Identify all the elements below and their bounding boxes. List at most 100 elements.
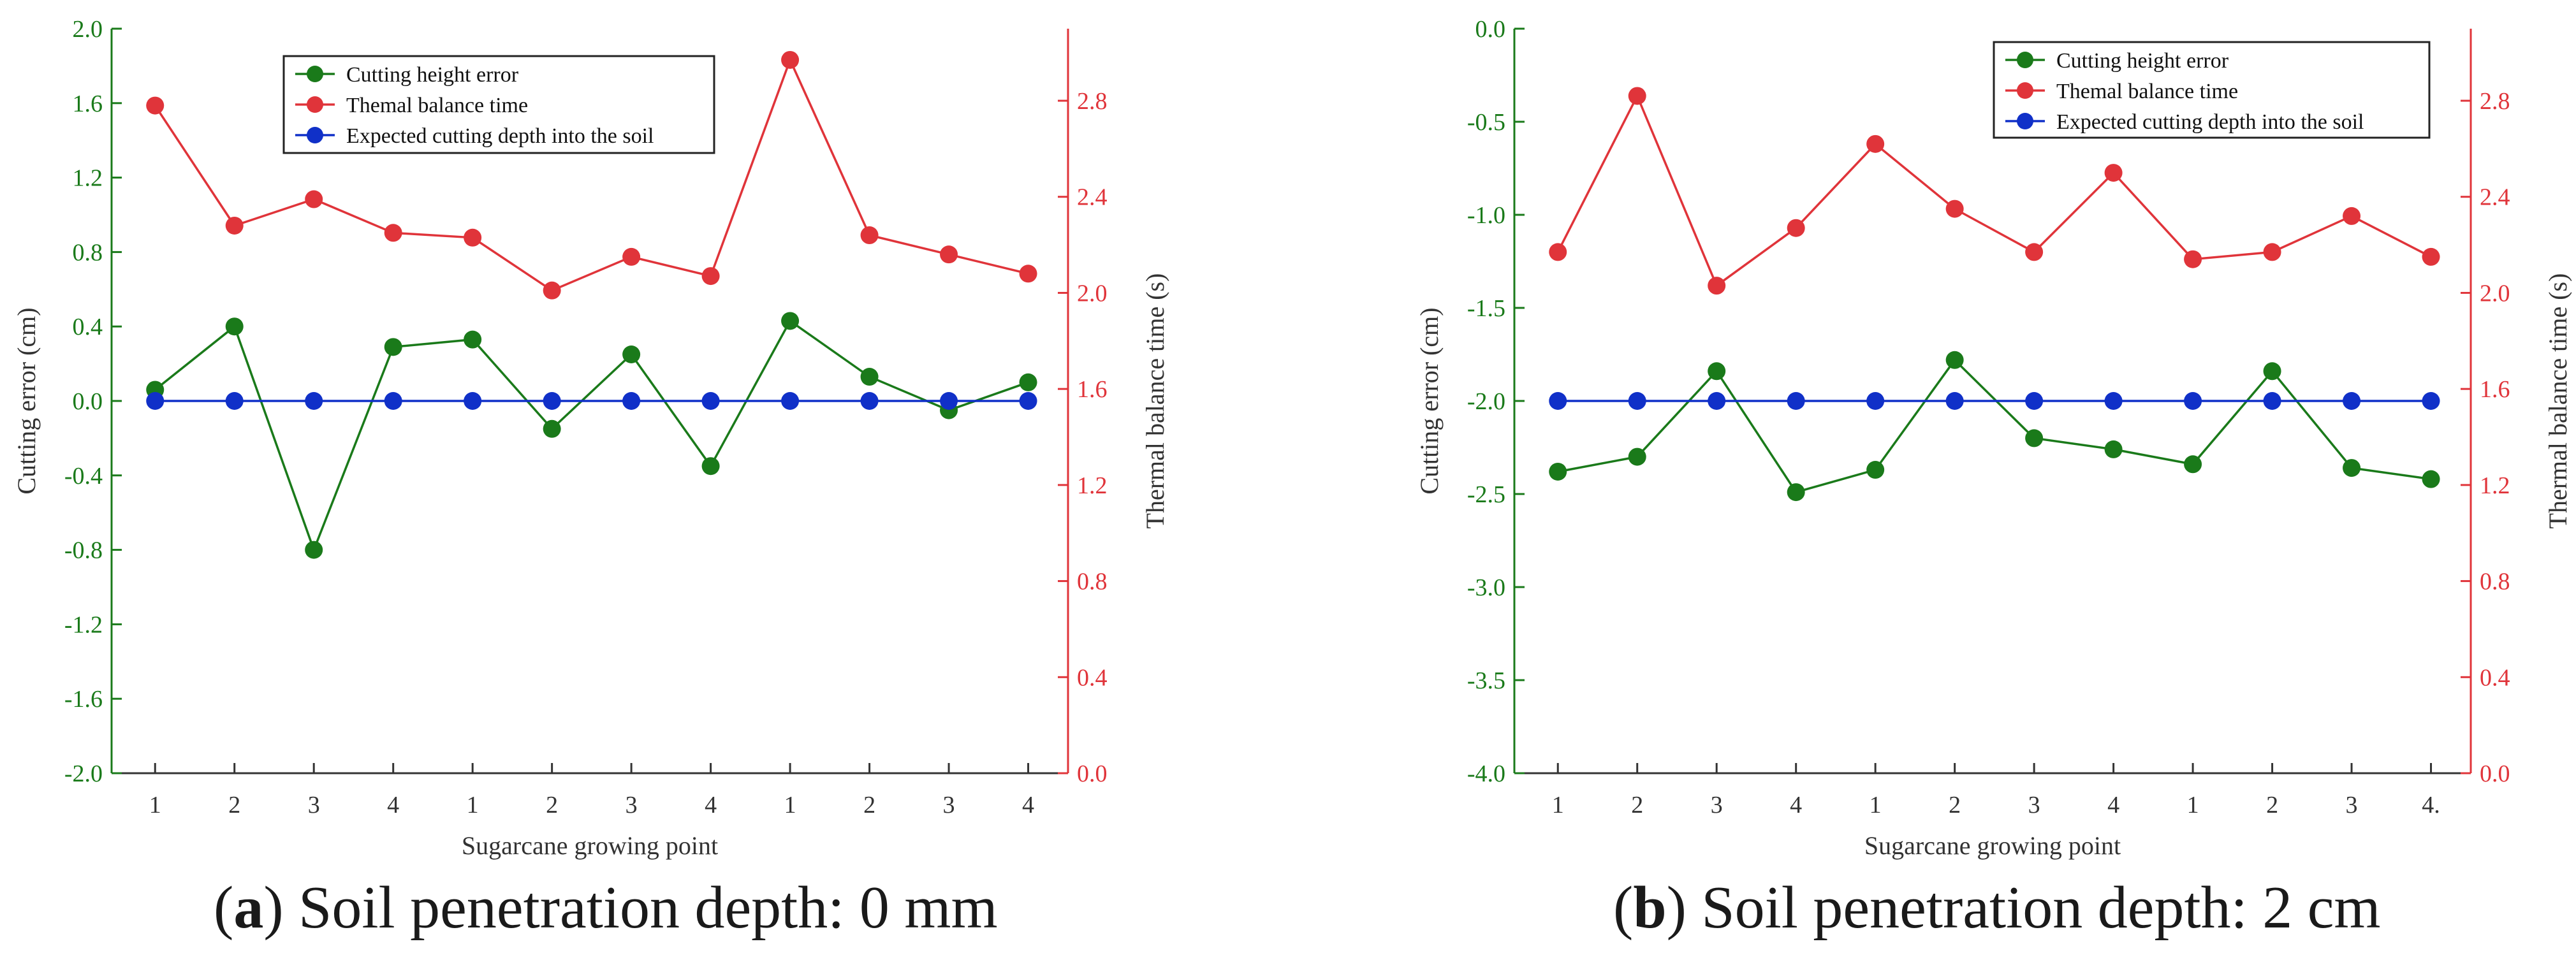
data-point (860, 226, 879, 245)
data-point (2422, 392, 2440, 410)
data-point (1866, 461, 1885, 479)
x-tick-label: 3 (626, 792, 638, 818)
x-tick-label: 4. (2422, 792, 2440, 818)
data-point (384, 224, 402, 242)
data-point (225, 216, 244, 235)
data-point (305, 541, 323, 559)
data-point (2263, 392, 2281, 410)
y-axis-right-title: Thermal balance time (s) (1141, 273, 1169, 529)
data-point (1866, 392, 1885, 410)
data-point (2104, 440, 2123, 458)
data-point (1628, 447, 1646, 466)
right-tick-label: 1.2 (1077, 472, 1108, 499)
right-tick-label: 2.0 (1077, 280, 1108, 307)
data-point (1549, 462, 1567, 481)
data-point (2025, 392, 2044, 410)
x-tick-label: 2 (1631, 792, 1643, 818)
data-point (2263, 362, 2281, 381)
right-tick-label: 2.4 (1077, 184, 1108, 211)
x-tick-label: 1 (1870, 792, 1882, 818)
x-tick-label: 2 (2266, 792, 2278, 818)
left-tick-label: -0.8 (64, 537, 103, 564)
right-tick-label: 2.4 (2480, 184, 2510, 211)
data-point (940, 392, 958, 410)
legend-marker (2017, 52, 2033, 68)
x-tick-label: 2 (228, 792, 240, 818)
data-point (2184, 455, 2202, 474)
legend-label: Themal balance time (2056, 80, 2238, 103)
caption-b-label: b (1633, 875, 1667, 941)
data-point (2025, 429, 2044, 447)
right-tick-label: 0.8 (1077, 569, 1108, 595)
x-tick-label: 3 (2028, 792, 2040, 818)
y-axis-title: Cutting error (cm) (12, 307, 41, 494)
data-point (1945, 351, 1964, 369)
data-point (225, 392, 244, 410)
left-tick-label: -2.0 (64, 760, 103, 787)
x-tick-label: 4 (1790, 792, 1802, 818)
caption-a-text: Soil penetration depth: 0 mm (298, 875, 998, 941)
data-point (2343, 392, 2361, 410)
x-tick-label: 2 (546, 792, 558, 818)
right-tick-label: 1.6 (1077, 376, 1108, 403)
data-point (1787, 392, 1805, 410)
data-point (2025, 243, 2044, 261)
right-tick-label: 0.4 (2480, 664, 2510, 691)
x-axis-title: Sugarcane growing point (462, 831, 718, 860)
data-point (781, 50, 800, 69)
data-point (860, 368, 879, 386)
data-point (384, 392, 402, 410)
legend-label: Cutting height error (2056, 49, 2229, 73)
left-tick-label: -0.5 (1467, 109, 1505, 136)
data-point (464, 228, 482, 247)
data-point (1019, 265, 1037, 283)
right-tick-label: 2.8 (1077, 88, 1108, 115)
data-point (464, 330, 482, 349)
data-point (701, 392, 720, 410)
data-point (1549, 243, 1567, 261)
right-tick-label: 0.8 (2480, 569, 2510, 595)
data-point (2422, 470, 2440, 488)
caption-b: (b) Soil penetration depth: 2 cm (1613, 875, 2381, 941)
legend-label: Expected cutting depth into the soil (2056, 110, 2364, 134)
left-tick-label: 0.0 (1475, 16, 1506, 43)
caption-a: (a) Soil penetration depth: 0 mm (214, 875, 998, 941)
data-point (781, 392, 800, 410)
data-point (1945, 392, 1964, 410)
left-tick-label: -2.0 (1467, 388, 1505, 415)
x-tick-label: 4 (1022, 792, 1034, 818)
data-point (2104, 164, 2123, 182)
data-point (543, 392, 561, 410)
x-tick-label: 1 (784, 792, 796, 818)
x-tick-label: 4 (2107, 792, 2119, 818)
x-tick-label: 2 (1949, 792, 1961, 818)
data-point (1708, 362, 1726, 381)
legend: Cutting height error Themal balance time E… (282, 55, 715, 154)
x-tick-label: 1 (2187, 792, 2199, 818)
left-tick-label: -3.5 (1467, 667, 1505, 694)
left-tick-label: -1.5 (1467, 295, 1505, 322)
data-point (543, 419, 561, 438)
x-tick-label: 3 (308, 792, 320, 818)
legend-label: Themal balance time (346, 94, 528, 117)
left-tick-label: 0.0 (73, 388, 103, 415)
series-line (1556, 93, 2432, 287)
data-point (1787, 219, 1805, 237)
x-tick-label: 2 (863, 792, 875, 818)
legend-marker (307, 66, 323, 82)
legend-label: Cutting height error (346, 63, 519, 87)
legend-marker (307, 127, 323, 143)
left-tick-label: 0.4 (73, 314, 103, 340)
data-point (622, 392, 641, 410)
data-point (2263, 243, 2281, 261)
x-tick-label: 4 (705, 792, 717, 818)
legend-marker (2017, 82, 2033, 99)
right-tick-label: 2.0 (2480, 280, 2510, 307)
data-point (2184, 250, 2202, 268)
data-point (2343, 207, 2361, 225)
right-tick-label: 0.0 (1077, 760, 1108, 787)
x-tick-label: 1 (149, 792, 161, 818)
series-line (154, 319, 1029, 553)
data-point (860, 392, 879, 410)
left-tick-label: 1.2 (73, 165, 103, 192)
